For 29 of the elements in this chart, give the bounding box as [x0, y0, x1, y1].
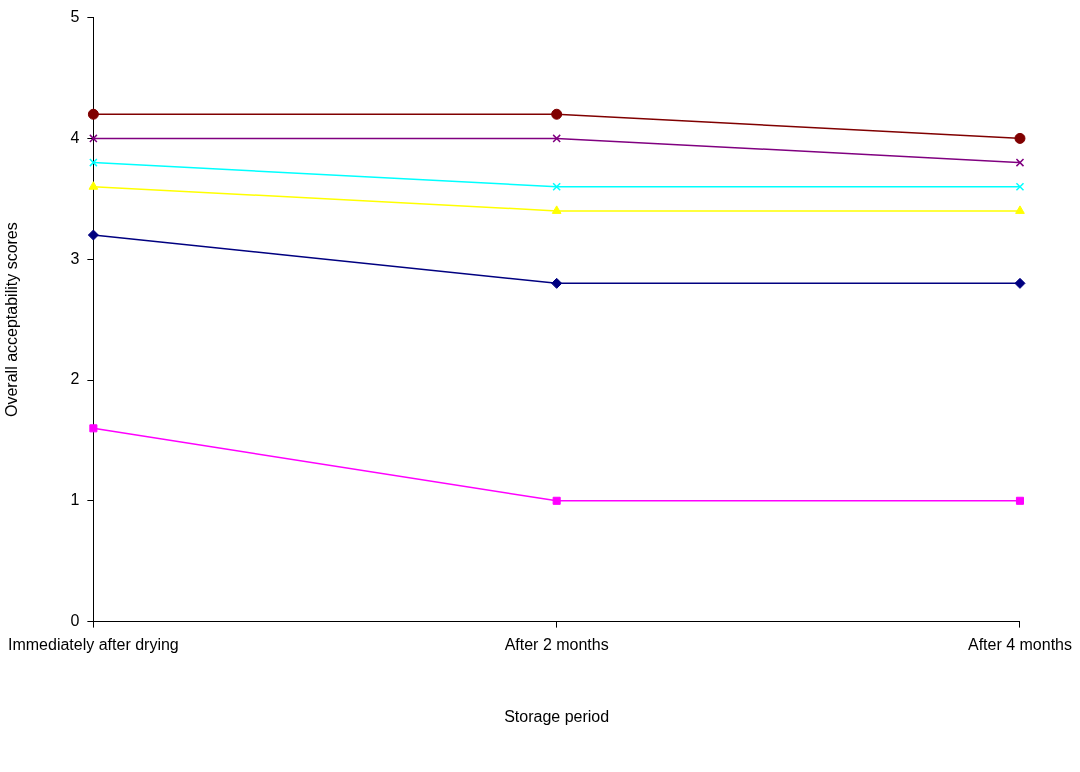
x-tick-label: After 4 months: [967, 635, 1072, 653]
point: [1015, 182, 1025, 192]
point: [89, 134, 98, 143]
x-axis-title: Storage period: [504, 707, 610, 725]
point: [552, 182, 561, 192]
y-axis-title: Overall acceptability scores: [3, 222, 21, 417]
point: [551, 205, 562, 214]
point: [1015, 496, 1025, 505]
point: [89, 158, 98, 167]
point: [1014, 277, 1026, 289]
point: [87, 229, 99, 241]
y-tick-label: 0: [70, 612, 80, 630]
point: [87, 108, 99, 120]
point: [88, 181, 99, 190]
y-tick-label: 5: [70, 8, 80, 26]
x-tick-label: After 2 months: [504, 635, 609, 653]
point: [1014, 132, 1026, 144]
point: [89, 424, 98, 433]
point: [1015, 158, 1025, 167]
point: [551, 108, 563, 120]
point: [1015, 205, 1025, 214]
point: [551, 277, 563, 289]
point: [552, 496, 561, 505]
point: [552, 134, 561, 143]
x-tick-label: Immediately after drying: [8, 635, 179, 653]
y-tick-label: 3: [70, 249, 80, 267]
y-tick-label: 4: [70, 128, 80, 146]
y-tick-label: 2: [70, 370, 80, 388]
y-tick-label: 1: [70, 491, 80, 509]
